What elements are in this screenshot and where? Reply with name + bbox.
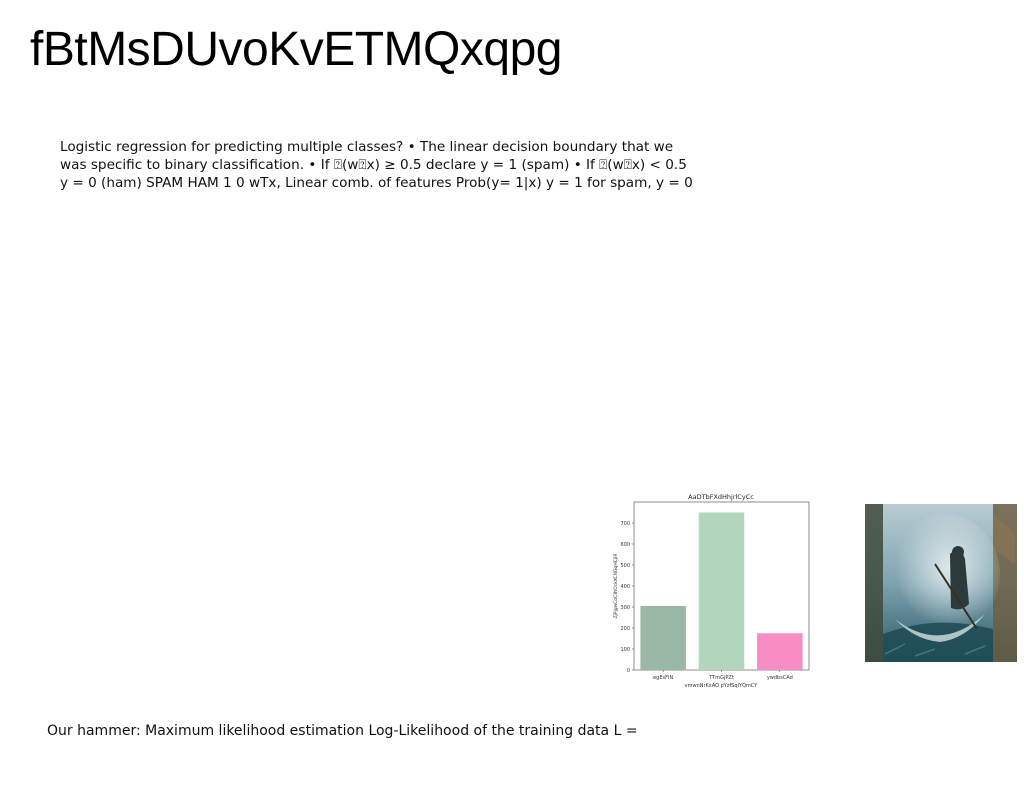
bar xyxy=(640,605,686,670)
body-line: Logistic regression for predicting multi… xyxy=(60,139,674,155)
footer-text: Our hammer: Maximum likelihood estimatio… xyxy=(47,723,638,739)
y-tick-label: 500 xyxy=(620,563,630,569)
bars xyxy=(640,512,803,670)
bar xyxy=(698,512,745,670)
x-axis-label: vmwnNrKxAO pYzfSqIYQmCY xyxy=(685,683,759,689)
bar-chart: AaDTbFXdHhjrlCyCc 0 100 200 300 400 500 600 700… xyxy=(613,493,810,689)
painting-image xyxy=(865,504,1017,662)
x-tick-label: TTmGjPZt xyxy=(708,675,734,681)
y-tick-label: 300 xyxy=(620,605,630,611)
y-tick-label: 100 xyxy=(620,647,630,653)
x-tick-label: egEsFIN xyxy=(653,675,673,681)
slide-title: fBtMsDUvoKvETMQxqpg xyxy=(30,23,562,76)
y-tick-label: 200 xyxy=(620,626,630,632)
y-tick-label: 700 xyxy=(620,521,630,527)
body-line: was specific to binary classification. •… xyxy=(60,157,687,173)
y-axis: 0 100 200 300 400 500 600 700 xyxy=(620,521,634,674)
bar xyxy=(757,633,803,670)
chart-title: AaDTbFXdHhjrlCyCc xyxy=(688,493,754,501)
y-axis-label: ZjPjgwCoCBtOckXCNGqHCjlR xyxy=(613,553,619,618)
y-tick-label: 600 xyxy=(620,542,630,548)
x-tick-label: ywdbsCAd xyxy=(767,675,793,681)
body-text: Logistic regression for predicting multi… xyxy=(60,138,720,192)
y-tick-label: 0 xyxy=(627,668,630,674)
x-axis: egEsFIN TTmGjPZt ywdbsCAd xyxy=(653,670,793,681)
body-line: y = 0 (ham) SPAM HAM 1 0 wTx, Linear com… xyxy=(60,175,693,191)
y-tick-label: 400 xyxy=(620,584,630,590)
